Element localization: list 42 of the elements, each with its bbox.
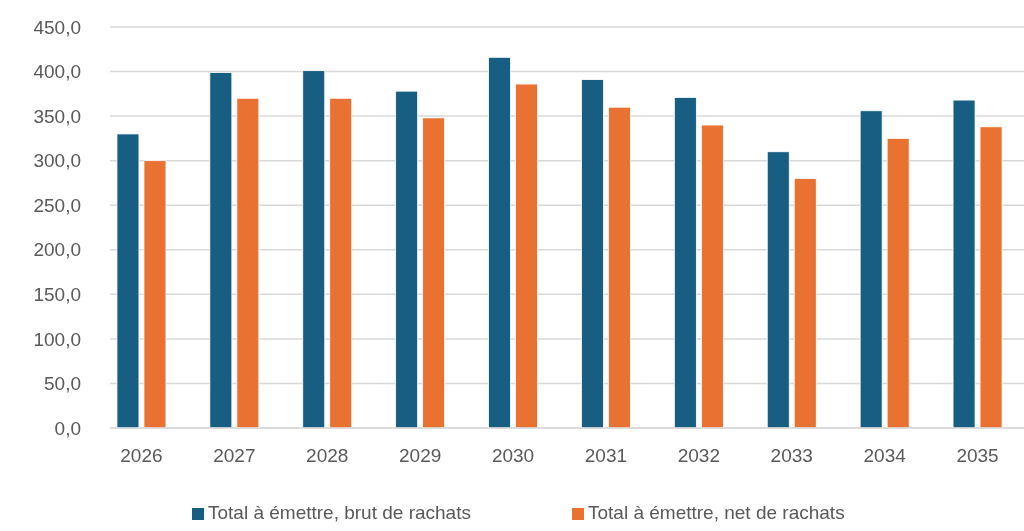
- bar: [116, 133, 140, 429]
- bar: [886, 137, 910, 429]
- bar: [793, 178, 817, 429]
- bar: [673, 97, 697, 429]
- y-tick-label: 200,0: [33, 239, 81, 261]
- legend-label: Total à émettre, net de rachats: [588, 502, 845, 523]
- bar: [395, 90, 419, 429]
- x-tick-label: 2029: [399, 445, 442, 466]
- x-tick-label: 2032: [677, 445, 720, 466]
- bar: [979, 126, 1003, 429]
- y-tick-label: 0,0: [54, 417, 81, 439]
- x-tick-label: 2034: [863, 445, 907, 466]
- bar: [209, 72, 233, 429]
- y-tick-label: 50,0: [44, 373, 81, 395]
- x-tick-label: 2031: [584, 445, 628, 466]
- bar: [859, 110, 883, 429]
- y-tick-label: 300,0: [33, 150, 81, 172]
- bar: [302, 70, 326, 429]
- bar: [581, 79, 604, 429]
- x-tick-label: 2028: [306, 445, 349, 466]
- bar: [488, 56, 511, 429]
- y-tick-label: 450,0: [33, 16, 81, 38]
- bar: [952, 99, 976, 429]
- bar: [515, 83, 538, 429]
- y-tick-label: 400,0: [33, 61, 81, 83]
- y-tick-label: 250,0: [33, 194, 81, 216]
- y-tick-label: 150,0: [33, 283, 81, 305]
- y-tick-label: 350,0: [33, 105, 81, 127]
- bar: [700, 124, 724, 429]
- bar: [422, 117, 446, 429]
- bar: [143, 160, 167, 429]
- x-tick-label: 2026: [120, 445, 163, 466]
- bar: [766, 151, 790, 429]
- bar: [236, 97, 260, 429]
- y-tick-label: 100,0: [33, 328, 81, 350]
- x-tick-label: 2035: [956, 445, 999, 466]
- legend-label: Total à émettre, brut de rachats: [208, 502, 471, 523]
- x-tick-label: 2033: [770, 445, 813, 466]
- x-tick-label: 2027: [213, 445, 256, 466]
- bar: [329, 97, 353, 429]
- x-tick-label: 2030: [491, 445, 535, 466]
- bar: [608, 106, 631, 429]
